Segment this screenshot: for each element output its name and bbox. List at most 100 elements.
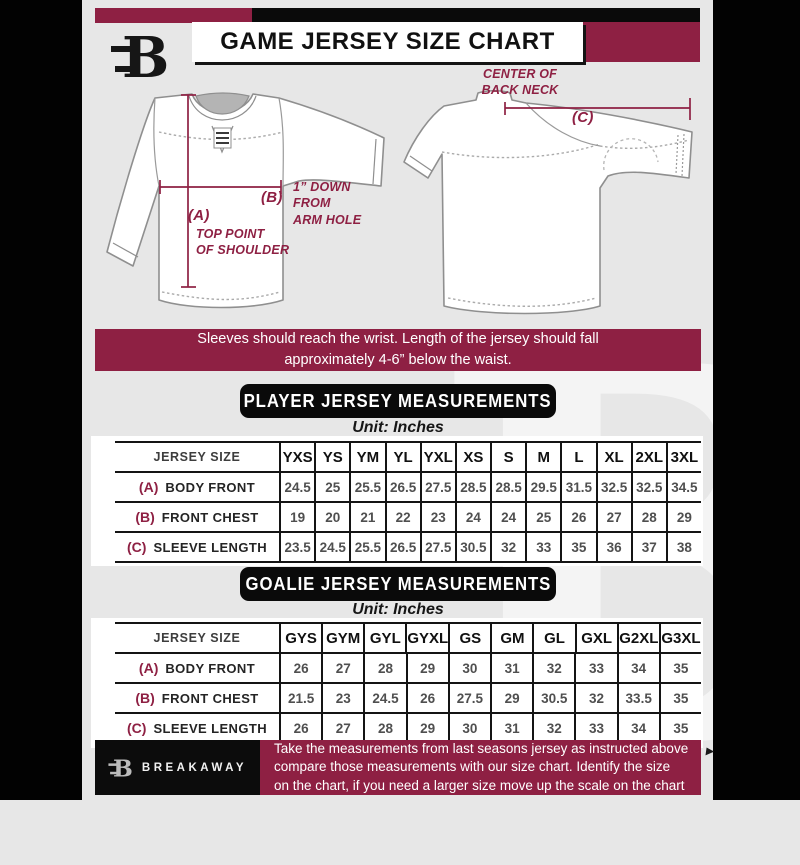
size-column-header: GXL [574,624,617,652]
measurement-value: 26 [279,654,321,682]
table-row: (A) BODY FRONT 24.5 25 25.5 26.5 27.5 28.5 28.5 2… [115,473,701,503]
measurement-value: 25.5 [349,533,384,561]
table-header-row: JERSEY SIZE YXS YS YM YL YXL XS S M L XL 2XL 3XL [115,441,701,473]
table-row: (B) FRONT CHEST 19 20 21 22 23 24 24 25 26 27 28 29 [115,503,701,533]
size-column-header: GYM [321,624,363,652]
measurement-value: 21 [349,503,384,531]
measurement-value: 29 [405,714,448,742]
measurement-value: 28 [630,503,666,531]
front-jersey-diagram [93,86,403,326]
measure-name: BODY FRONT [165,660,256,676]
measurement-value: 21.5 [279,684,321,712]
text-line: compare those measurements with our size… [274,759,671,775]
measurement-value: 32.5 [630,473,666,501]
measurement-value: 26 [279,714,321,742]
measurement-value: 30.5 [454,533,490,561]
text-line: OF SHOULDER [196,243,290,258]
size-column-header: M [525,443,560,471]
measurement-value: 34 [616,654,659,682]
row-label: (C) SLEEVE LENGTH [115,714,279,742]
measurement-value: 27.5 [419,473,455,501]
measurement-value: 23 [419,503,455,531]
size-column-header: 2XL [630,443,666,471]
breakaway-logo-icon: B [110,25,172,89]
size-column-header: XS [454,443,490,471]
page-title: GAME JERSEY SIZE CHART [192,22,583,62]
measurement-value: 23 [321,684,363,712]
title-maroon-block [583,22,700,62]
size-chart-page: { "colors": { "maroon": "#8E2043", "blac… [0,0,800,820]
measurement-value: 26.5 [384,533,420,561]
row-label: (B) FRONT CHEST [115,503,279,531]
player-unit-label: Unit: Inches [352,419,444,436]
row-label: (B) FRONT CHEST [115,684,279,712]
measurement-value: 36 [595,533,631,561]
table-row: (A) BODY FRONT 26 27 28 29 30 31 32 33 34 35 [115,654,701,684]
measurement-value: 29 [405,654,448,682]
size-column-header: YXL [419,443,455,471]
table-row: (C) SLEEVE LENGTH 23.5 24.5 25.5 26.5 27.5 30.5… [115,533,701,563]
size-column-header: YL [384,443,420,471]
measurement-value: 26.5 [384,473,420,501]
measurement-value: 32.5 [595,473,631,501]
down-from-armhole-label: 1” DOWN FROM ARM HOLE [293,179,361,228]
measurement-value: 32 [490,533,525,561]
measurement-value: 35 [658,684,701,712]
measure-tag: (A) [138,660,159,676]
measurement-value: 32 [532,654,574,682]
measurement-value: 24 [490,503,525,531]
top-bar-black-segment [252,8,700,23]
center-back-neck-label: CENTER OF BACK NECK [455,66,585,99]
measurement-value: 27.5 [419,533,455,561]
size-column-header: GYL [363,624,405,652]
svg-text:B: B [113,754,133,782]
measurement-value: 30 [447,714,490,742]
text-line: FROM [293,196,331,211]
measure-tag: (C) [127,720,147,736]
text-line: Take the measurements from last seasons … [274,741,689,757]
text-line: TOP POINT [196,227,265,241]
measurement-value: 34 [616,714,659,742]
size-column-header: G2XL [616,624,659,652]
measurement-value: 27 [321,714,363,742]
goalie-unit-label: Unit: Inches [352,601,444,618]
measurement-value: 23.5 [279,533,314,561]
row-label: (A) BODY FRONT [115,473,279,501]
measurement-value: 24 [454,503,490,531]
measure-name: FRONT CHEST [161,690,259,706]
size-column-header: L [560,443,595,471]
right-frame-border [713,0,800,800]
measurement-value: 31 [490,654,532,682]
footer-instructions: Take the measurements from last seasons … [260,740,701,795]
top-point-of-shoulder-label: TOP POINT OF SHOULDER [196,226,289,259]
measurement-value: 28.5 [490,473,525,501]
size-column-header: GM [490,624,532,652]
player-measurements-table: JERSEY SIZE YXS YS YM YL YXL XS S M L XL 2XL 3XL (A) B… [115,441,701,563]
measure-name: SLEEVE LENGTH [153,720,267,736]
text-line: BACK NECK [481,83,559,98]
measurement-value: 27 [321,654,363,682]
goalie-measurements-table: JERSEY SIZE GYS GYM GYL GYXL GS GM GL GXL G2XL G3X… [115,622,701,744]
breakaway-footer-logo-icon: B [108,754,133,782]
measurement-value: 22 [384,503,420,531]
top-bar-maroon-segment [95,8,252,23]
measurement-value: 29 [490,684,532,712]
size-column-header: S [490,443,525,471]
measurement-value: 38 [665,533,701,561]
measure-tag: (B) [135,509,155,525]
player-heading-text: PLAYER JERSEY MEASUREMENTS [244,390,552,411]
measure-c-tag: (C) [572,109,594,126]
measurement-value: 32 [532,714,574,742]
measurement-value: 35 [560,533,595,561]
text-line: CENTER OF [482,67,558,81]
footer-logo-box: B BREAKAWAY [95,740,260,795]
text-line: Sleeves should reach the wrist. Length o… [197,330,599,347]
measurement-value: 33 [574,654,616,682]
size-column-header: GYS [279,624,321,652]
sleeve-instruction-banner: Sleeves should reach the wrist. Length o… [95,329,701,371]
measurement-value: 31.5 [560,473,595,501]
measure-b-tag: (B) [261,189,283,206]
measurement-value: 34.5 [665,473,701,501]
table-header-row: JERSEY SIZE GYS GYM GYL GYXL GS GM GL GXL G2XL G3X… [115,622,701,654]
measurement-value: 33.5 [616,684,659,712]
